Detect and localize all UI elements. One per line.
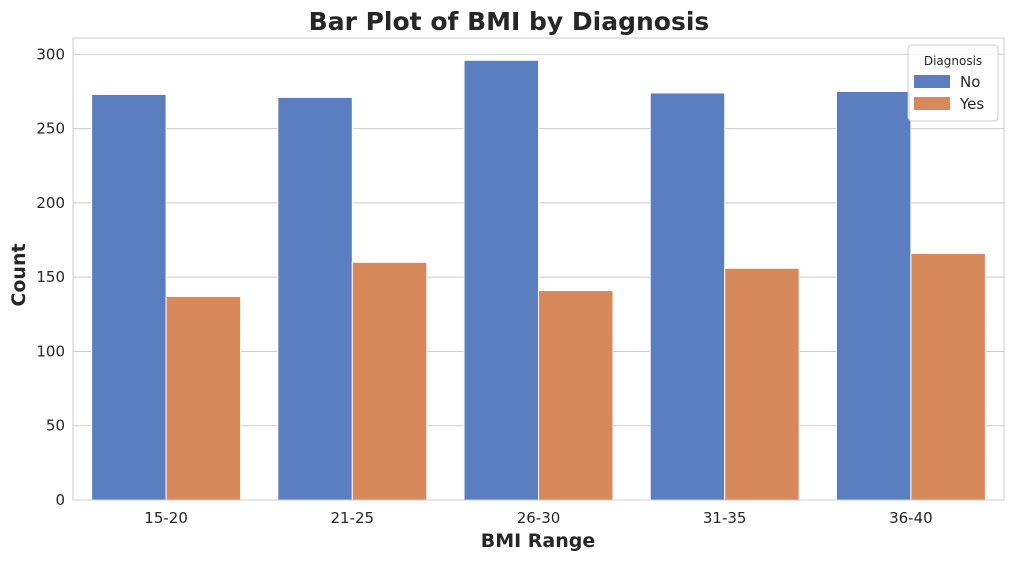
bar-no-21-25 [277,96,353,501]
bar-no-36-40 [835,90,912,501]
legend: Diagnosis No Yes [907,44,999,122]
x-tick-label: 26-30 [517,509,561,527]
bar-yes-21-25 [351,261,428,501]
x-tick-labels: 15-20 21-25 26-30 31-35 36-40 [144,509,932,527]
y-tick-label: 100 [36,342,65,360]
plot-frame [72,37,1005,501]
x-tick-label: 15-20 [144,509,188,527]
y-tick-label: 50 [46,417,65,435]
chart-title: Bar Plot of BMI by Diagnosis [309,7,710,36]
legend-swatch-no [914,75,950,88]
y-tick-label: 150 [36,268,65,286]
bar-no-31-35 [649,92,726,501]
x-axis-label: BMI Range [481,530,596,552]
x-tick-label: 21-25 [331,509,375,527]
legend-label-yes: Yes [959,95,984,113]
x-tick-label: 36-40 [889,509,933,527]
bars [91,59,986,501]
legend-label-no: No [960,73,980,91]
y-tick-label: 300 [36,45,65,63]
bar-no-15-20 [91,93,167,501]
y-axis-label: Count [8,243,30,306]
x-tick-label: 31-35 [703,509,747,527]
bar-no-26-30 [463,59,539,501]
y-tick-labels: 0 50 100 150 200 250 300 [36,45,65,509]
bar-yes-26-30 [538,290,614,501]
bar-yes-36-40 [910,252,986,501]
bar-yes-31-35 [724,267,800,501]
legend-swatch-yes [914,97,950,110]
y-tick-label: 250 [36,120,65,138]
plot-border [72,37,1005,501]
legend-title: Diagnosis [924,54,982,68]
y-tick-label: 0 [55,491,65,509]
bar-yes-15-20 [165,295,242,501]
y-tick-label: 200 [36,194,65,212]
